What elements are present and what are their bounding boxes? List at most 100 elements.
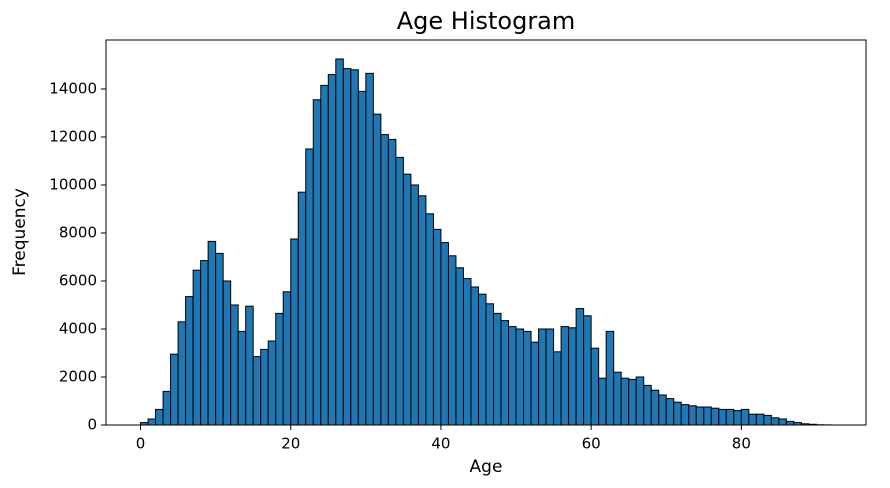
bar [530, 341, 540, 426]
bar [297, 191, 307, 426]
bar [447, 255, 457, 426]
bar [410, 184, 419, 426]
bar [785, 420, 795, 426]
bar [583, 315, 592, 426]
bar [222, 280, 232, 426]
bar [545, 328, 555, 426]
bar [342, 68, 352, 426]
bar [605, 330, 615, 426]
bar [350, 69, 359, 426]
bar [425, 213, 434, 426]
bar [432, 228, 442, 426]
bar [598, 377, 607, 426]
x-tick-label: 60 [582, 435, 601, 453]
bar [635, 376, 645, 426]
chart-title: Age Histogram [397, 7, 576, 35]
bar [290, 238, 299, 426]
bar [320, 84, 329, 426]
x-tick-label: 20 [281, 435, 300, 453]
bar [568, 327, 577, 426]
bar [305, 148, 314, 426]
bar [643, 384, 652, 426]
bar [155, 408, 164, 426]
bar [688, 405, 697, 426]
y-tick-label: 8000 [59, 223, 97, 241]
bar [327, 74, 337, 426]
bar [192, 269, 202, 426]
bar [365, 72, 374, 426]
bar [477, 293, 487, 426]
bar [440, 242, 449, 426]
y-tick-label: 0 [87, 416, 97, 434]
bar [718, 408, 727, 426]
bar [485, 303, 495, 426]
bar [170, 353, 179, 426]
x-tick-label: 0 [136, 435, 146, 453]
bar [748, 413, 757, 426]
bar [185, 296, 194, 426]
bar [275, 312, 284, 426]
bar [372, 113, 382, 426]
bar [740, 408, 750, 426]
bar [267, 340, 277, 426]
y-tick-label: 14000 [49, 79, 97, 97]
bar [523, 330, 532, 426]
x-axis-label: Age [470, 457, 503, 477]
bar [177, 321, 187, 426]
bar [252, 356, 262, 426]
bar [538, 328, 547, 426]
bar [508, 326, 517, 426]
bar [770, 417, 780, 426]
bar [462, 278, 472, 426]
bar [245, 305, 254, 426]
bar [417, 195, 427, 426]
bar [665, 398, 675, 426]
bar [230, 304, 239, 426]
bar [515, 328, 525, 426]
bar [500, 320, 510, 426]
bar [200, 260, 209, 426]
bar [628, 378, 637, 426]
bar [402, 173, 412, 426]
bar [680, 404, 690, 426]
y-tick-label: 6000 [59, 271, 97, 289]
bar [620, 377, 630, 426]
bar [215, 252, 224, 426]
bar [778, 418, 787, 426]
bar [237, 330, 247, 426]
y-tick-label: 12000 [49, 127, 97, 145]
bar [650, 389, 660, 426]
bar [282, 291, 292, 426]
y-axis-label: Frequency [10, 188, 30, 276]
bar [207, 240, 217, 426]
bar [695, 406, 705, 426]
y-tick-label: 10000 [49, 175, 97, 193]
bar [673, 401, 682, 426]
bar [357, 90, 367, 426]
bar [260, 348, 269, 426]
bar [455, 267, 464, 426]
bar [575, 308, 585, 426]
bar [147, 418, 157, 426]
bar [553, 351, 562, 426]
y-tick-label: 2000 [59, 367, 97, 385]
x-tick-label: 80 [732, 435, 751, 453]
bar [613, 371, 622, 426]
bar [162, 390, 172, 426]
bar [710, 407, 720, 426]
bar [387, 138, 397, 426]
bar [725, 408, 735, 426]
bar [470, 286, 479, 426]
y-tick-label: 4000 [59, 319, 97, 337]
bar [733, 410, 742, 426]
bar [335, 58, 344, 426]
bar [395, 156, 404, 426]
bar [493, 312, 502, 426]
bar [755, 413, 765, 426]
bar [658, 394, 667, 426]
bar [380, 134, 389, 426]
bar [703, 406, 712, 426]
bar [560, 326, 570, 426]
bar [312, 99, 322, 426]
